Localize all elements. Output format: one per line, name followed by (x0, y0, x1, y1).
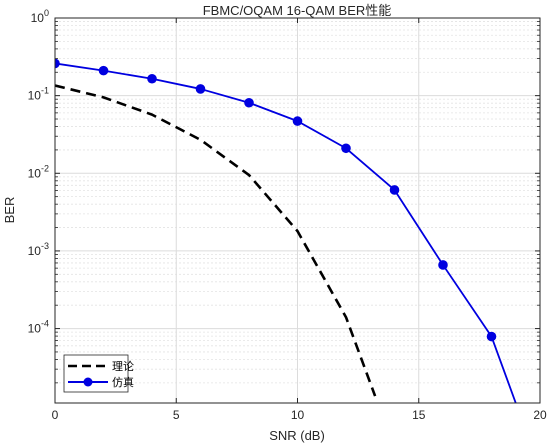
data-point-sim (244, 97, 254, 108)
y-tick-label: 10-1 (28, 86, 49, 103)
y-tick-label: 10-4 (28, 319, 49, 336)
data-point-sim (55, 58, 60, 69)
legend-label-sim: 仿真 (112, 375, 134, 389)
data-point-sim (147, 73, 157, 84)
legend: 理论 仿真 (63, 354, 134, 393)
x-axis-ticks: 0 5 10 15 20 (52, 18, 547, 422)
data-point-sim (98, 65, 109, 76)
series-layer (55, 58, 517, 403)
minor-grid (55, 21, 540, 384)
legend-label-theory: 理论 (112, 359, 134, 373)
data-point-sim (438, 260, 448, 270)
x-tick-label: 10 (291, 408, 305, 422)
major-grid (55, 18, 540, 403)
data-point-sim (341, 143, 351, 154)
x-tick-label: 20 (533, 408, 547, 422)
x-axis-label: SNR (dB) (269, 428, 325, 443)
y-axis-ticks: 100 10-1 10-2 10-3 10-4 (28, 8, 540, 384)
x-tick-label: 0 (52, 408, 59, 422)
data-point-sim (389, 185, 400, 195)
legend-box (63, 354, 129, 393)
data-point-sim (195, 84, 206, 94)
x-tick-label: 5 (173, 408, 180, 422)
chart-title: FBMC/OQAM 16-QAM BER性能 (203, 3, 392, 18)
legend-marker-sim (83, 377, 93, 387)
x-tick-label: 15 (412, 408, 426, 422)
data-point-sim (486, 331, 497, 342)
y-tick-label: 10-2 (28, 163, 49, 180)
y-axis-label: BER (2, 197, 17, 224)
series-line-theory (55, 84, 377, 397)
data-point-sim (292, 116, 303, 126)
y-tick-label: 100 (31, 8, 49, 25)
y-tick-label: 10-3 (28, 241, 49, 258)
